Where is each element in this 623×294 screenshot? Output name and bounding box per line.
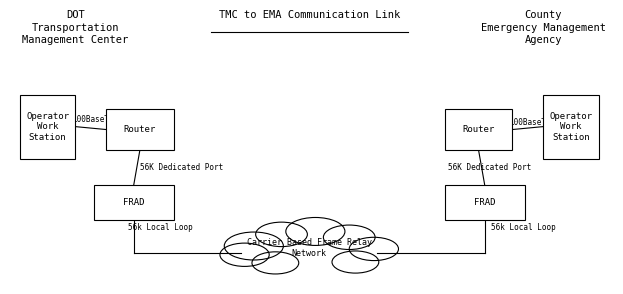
Circle shape [224, 232, 283, 260]
Text: FRAD: FRAD [474, 198, 495, 207]
FancyBboxPatch shape [106, 109, 174, 150]
FancyBboxPatch shape [20, 95, 75, 159]
Text: FRAD: FRAD [123, 198, 145, 207]
Circle shape [255, 222, 307, 247]
Text: 100BaseT: 100BaseT [72, 115, 109, 124]
FancyBboxPatch shape [93, 185, 174, 220]
Text: DOT
Transportation
Management Center: DOT Transportation Management Center [22, 10, 128, 45]
FancyBboxPatch shape [445, 185, 525, 220]
Text: Operator
Work
Station: Operator Work Station [549, 112, 592, 141]
Circle shape [286, 218, 345, 245]
Text: Carrier Based Frame Relay
Network: Carrier Based Frame Relay Network [247, 238, 372, 258]
Text: 100BaseT: 100BaseT [509, 118, 546, 127]
Circle shape [332, 251, 379, 273]
Text: County
Emergency Management
Agency: County Emergency Management Agency [481, 10, 606, 45]
Text: Router: Router [462, 125, 495, 134]
Circle shape [220, 243, 269, 266]
Circle shape [323, 225, 375, 250]
Text: 56K Dedicated Port: 56K Dedicated Port [448, 163, 531, 172]
Text: 56K Dedicated Port: 56K Dedicated Port [140, 163, 223, 172]
Text: Router: Router [124, 125, 156, 134]
Text: Operator
Work
Station: Operator Work Station [26, 112, 69, 141]
Circle shape [252, 252, 299, 274]
Text: TMC to EMA Communication Link: TMC to EMA Communication Link [219, 10, 400, 20]
Text: 56k Local Loop: 56k Local Loop [128, 223, 193, 232]
Text: 56k Local Loop: 56k Local Loop [491, 223, 556, 232]
FancyBboxPatch shape [445, 109, 512, 150]
FancyBboxPatch shape [543, 95, 599, 159]
Circle shape [350, 237, 399, 260]
